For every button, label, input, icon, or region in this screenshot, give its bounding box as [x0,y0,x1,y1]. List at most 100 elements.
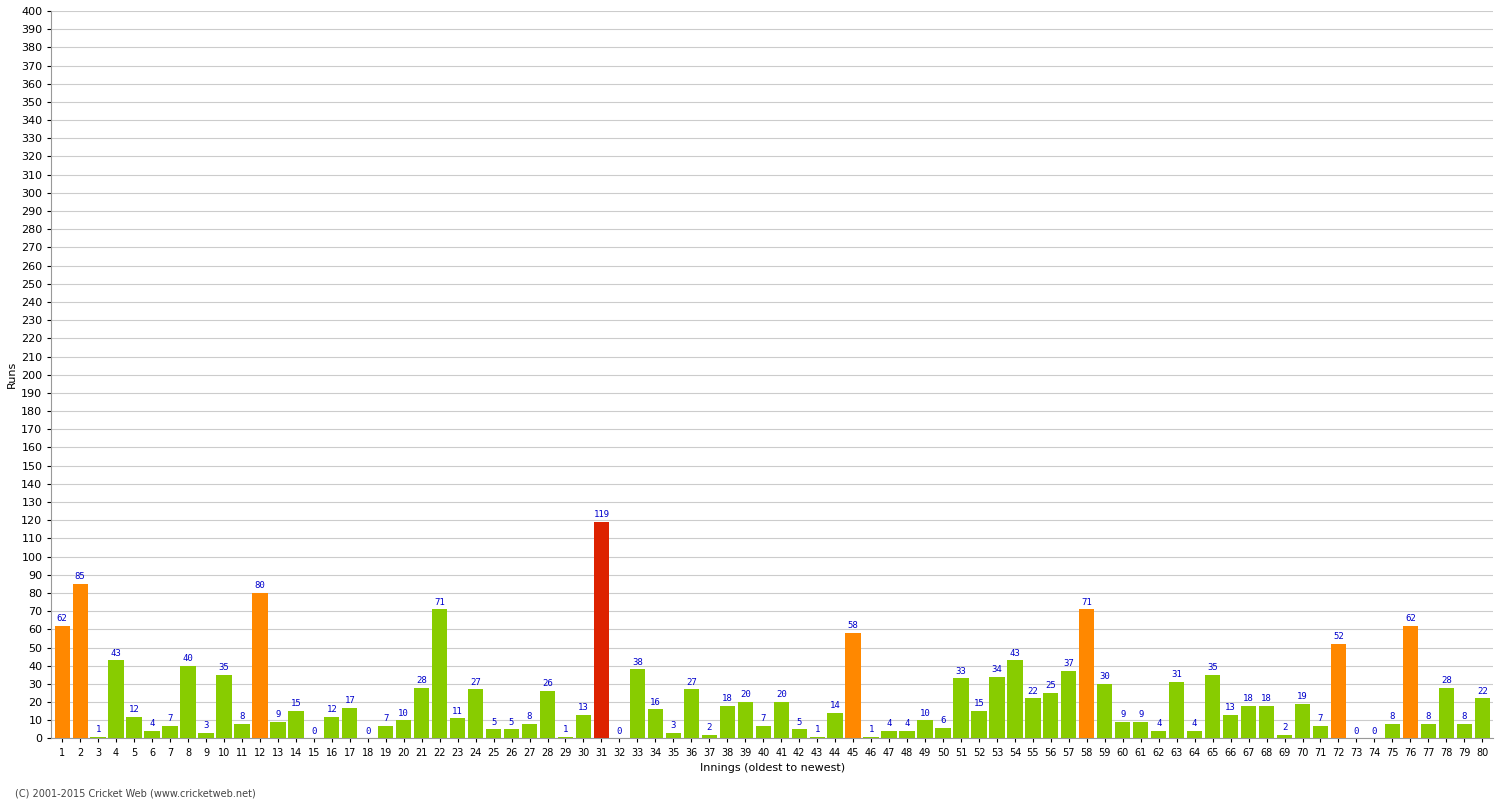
Text: 71: 71 [435,598,445,606]
Text: 8: 8 [238,712,244,721]
Text: 62: 62 [1406,614,1416,623]
Text: 35: 35 [1208,663,1218,672]
Text: 27: 27 [470,678,482,686]
Bar [1150,731,1167,738]
Text: 25: 25 [1046,682,1056,690]
Text: 17: 17 [345,696,355,705]
Bar [108,660,123,738]
Text: 4: 4 [904,719,909,729]
Bar [324,717,339,738]
Text: 11: 11 [453,706,464,716]
Bar [72,584,88,738]
Bar [1132,722,1149,738]
Text: 18: 18 [1244,694,1254,703]
Bar [1042,693,1059,738]
Bar [954,678,969,738]
Text: 2: 2 [706,723,712,732]
Text: 40: 40 [183,654,194,663]
Text: 10: 10 [399,709,410,718]
Bar [540,691,555,738]
Bar [1456,724,1472,738]
Text: 43: 43 [1010,649,1020,658]
Text: 9: 9 [1138,710,1143,719]
Bar [1258,706,1274,738]
Bar [90,737,106,738]
Bar [1294,704,1310,738]
Text: 9: 9 [1120,710,1125,719]
Text: 7: 7 [1318,714,1323,723]
Text: 8: 8 [1389,712,1395,721]
Text: 7: 7 [760,714,766,723]
Y-axis label: Runs: Runs [8,361,16,388]
Bar [162,726,177,738]
Text: 37: 37 [1064,659,1074,669]
Bar [1474,698,1490,738]
Text: 26: 26 [542,679,554,689]
Bar [180,666,195,738]
Text: 1: 1 [562,725,568,734]
Text: 18: 18 [722,694,732,703]
Text: 80: 80 [255,582,266,590]
Text: 14: 14 [830,702,840,710]
Bar [468,690,483,738]
Text: 35: 35 [219,663,230,672]
Text: 3: 3 [204,722,209,730]
Bar [450,718,465,738]
Bar [1402,626,1417,738]
Bar [990,677,1005,738]
Text: 20: 20 [740,690,750,699]
Text: 4: 4 [150,719,154,729]
Bar [846,633,861,738]
Bar [378,726,393,738]
Bar [504,730,519,738]
Text: 22: 22 [1028,686,1038,696]
Bar [630,670,645,738]
Text: 0: 0 [310,726,316,736]
Bar [1008,660,1023,738]
Text: 58: 58 [847,622,858,630]
Text: 5: 5 [796,718,802,726]
Bar [216,675,231,738]
Text: 3: 3 [670,722,676,730]
Bar [864,737,879,738]
Text: 52: 52 [1334,632,1344,641]
Bar [252,593,267,738]
Text: 15: 15 [291,699,302,709]
Text: 22: 22 [1478,686,1488,696]
Text: 1: 1 [868,725,874,734]
Text: 85: 85 [75,572,86,581]
Bar [1186,731,1203,738]
Text: 7: 7 [168,714,172,723]
Bar [720,706,735,738]
Text: 71: 71 [1082,598,1092,606]
Bar [414,687,429,738]
Bar [666,733,681,738]
Bar [1312,726,1328,738]
Bar [144,731,159,738]
Bar [648,710,663,738]
Text: 4: 4 [886,719,892,729]
Bar [1078,610,1095,738]
Bar [756,726,771,738]
Text: 12: 12 [327,705,338,714]
Bar [702,735,717,738]
Text: 15: 15 [974,699,984,709]
Text: 9: 9 [274,710,280,719]
Text: 6: 6 [940,716,945,725]
Text: 0: 0 [1371,726,1377,736]
Bar [396,720,411,738]
Bar [1276,735,1292,738]
Text: 7: 7 [382,714,388,723]
Bar [936,727,951,738]
Bar [774,702,789,738]
Bar [1330,644,1346,738]
Text: 12: 12 [129,705,140,714]
Bar [1438,687,1454,738]
Text: 119: 119 [594,510,609,519]
Text: 62: 62 [57,614,68,623]
Text: 10: 10 [920,709,930,718]
Text: 16: 16 [650,698,662,706]
Bar [1168,682,1185,738]
Bar [972,711,987,738]
Bar [810,737,825,738]
